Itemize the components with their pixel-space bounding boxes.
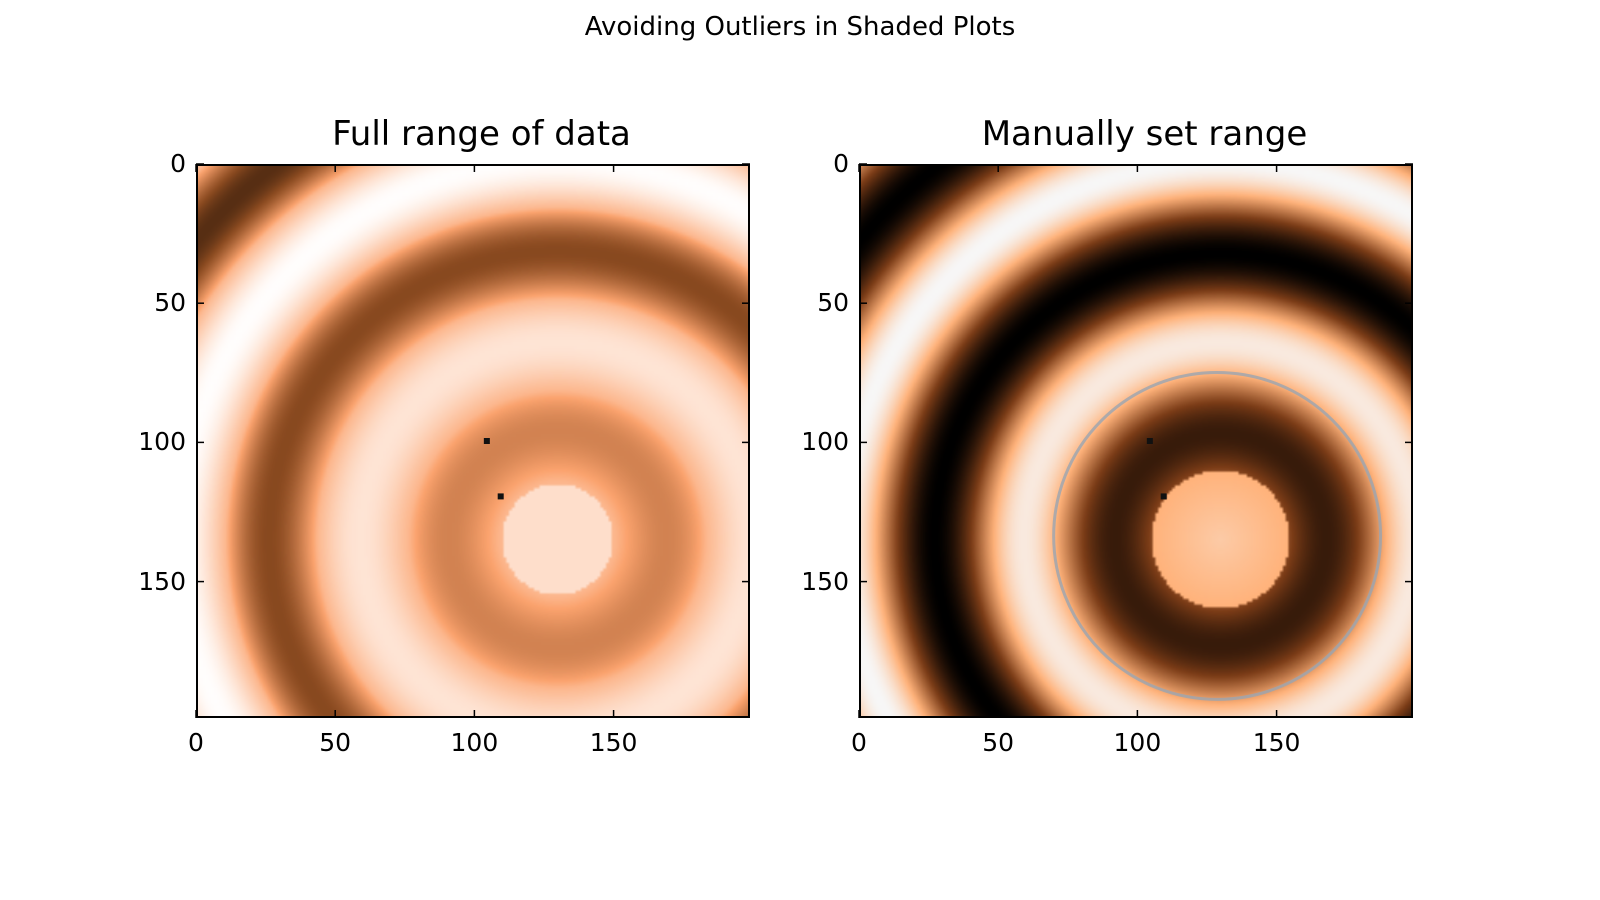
right-ytick-label: 100 [801, 427, 849, 457]
left-xtick-label: 150 [589, 728, 638, 757]
right-xtick-label: 0 [851, 728, 867, 757]
left-ytick-label: 150 [138, 566, 186, 596]
left-outlier-point-1 [497, 493, 504, 500]
right-outlier-point-1 [1160, 493, 1167, 500]
left-panel-title: Full range of data [332, 114, 631, 154]
left-heatmap-image [196, 164, 750, 718]
right-xtick-label: 50 [982, 728, 1015, 757]
left-xtick-label: 100 [450, 728, 499, 757]
right-heatmap-image [859, 164, 1413, 718]
left-outlier-point-0 [483, 438, 490, 444]
right-contour-ring [1052, 371, 1383, 701]
left-xtick-label: 0 [188, 728, 204, 757]
left-plot-frame [196, 164, 750, 718]
right-ytick-label: 150 [801, 566, 849, 596]
left-ytick-label: 50 [154, 288, 186, 318]
left-ytick-label: 0 [170, 149, 186, 178]
right-panel-title: Manually set range [981, 114, 1308, 154]
right-ytick-label: 50 [817, 288, 849, 318]
right-outlier-point-0 [1146, 438, 1153, 444]
right-xtick-label: 150 [1252, 728, 1301, 757]
left-xtick-label: 50 [319, 728, 352, 757]
right-xtick-label: 100 [1113, 728, 1162, 757]
figure-suptitle: Avoiding Outliers in Shaded Plots [584, 12, 1016, 42]
right-plot-frame [859, 164, 1413, 718]
left-ytick-label: 100 [138, 427, 186, 457]
right-ytick-label: 0 [833, 149, 849, 178]
